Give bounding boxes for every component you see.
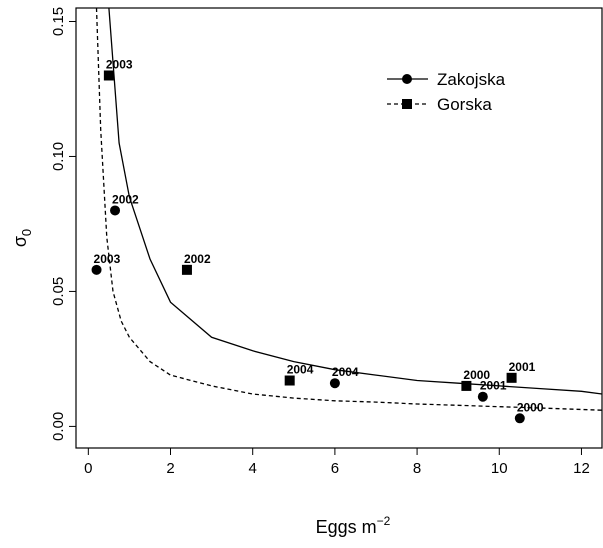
data-point	[181, 264, 192, 275]
data-point	[91, 264, 102, 275]
data-point	[477, 391, 488, 402]
data-points	[91, 70, 525, 424]
y-axis-title: σ0	[10, 229, 34, 247]
y-tick-label: 0.15	[50, 7, 67, 36]
data-point	[284, 375, 295, 386]
point-label: 2001	[509, 360, 536, 374]
point-label: 2000	[517, 400, 544, 414]
data-point	[103, 70, 114, 81]
fit-curve-gorska	[95, 8, 602, 411]
plot-frame	[75, 7, 603, 449]
y-tick-label: 0.05	[50, 277, 67, 306]
data-point	[506, 372, 517, 383]
x-tick-label: 0	[84, 460, 92, 477]
point-label: 2000	[463, 368, 490, 382]
point-label: 2001	[480, 379, 507, 393]
data-point	[110, 205, 121, 216]
fit-curve-zakojska	[108, 8, 602, 395]
y-axis: 0.00 0.05 0.10 0.15	[50, 7, 76, 441]
legend-label-gorska: Gorska	[437, 95, 492, 114]
legend-marker-square-icon	[402, 99, 412, 109]
data-point	[514, 413, 525, 424]
y-tick-label: 0.00	[50, 412, 67, 441]
x-tick-label: 10	[491, 460, 508, 477]
point-label: 2002	[112, 192, 139, 206]
data-point	[329, 378, 340, 389]
point-label: 2004	[332, 365, 359, 379]
y-tick-label: 0.10	[50, 142, 67, 171]
x-tick-label: 4	[249, 460, 257, 477]
fit-curves	[95, 8, 602, 411]
legend-label-zakojska: Zakojska	[437, 70, 506, 89]
point-label: 2003	[106, 57, 133, 71]
point-label: 2003	[94, 252, 121, 266]
x-tick-label: 2	[166, 460, 174, 477]
point-label: 2004	[287, 363, 314, 377]
x-axis: 0 2 4 6 8 10 12	[84, 448, 590, 477]
x-tick-label: 8	[413, 460, 421, 477]
data-point	[461, 380, 472, 391]
x-tick-label: 6	[331, 460, 339, 477]
legend: Zakojska Gorska	[387, 70, 506, 114]
point-label: 2002	[184, 252, 211, 266]
legend-marker-circle-icon	[402, 74, 412, 84]
x-axis-title: Eggs m−2	[316, 514, 391, 537]
x-tick-label: 12	[573, 460, 590, 477]
